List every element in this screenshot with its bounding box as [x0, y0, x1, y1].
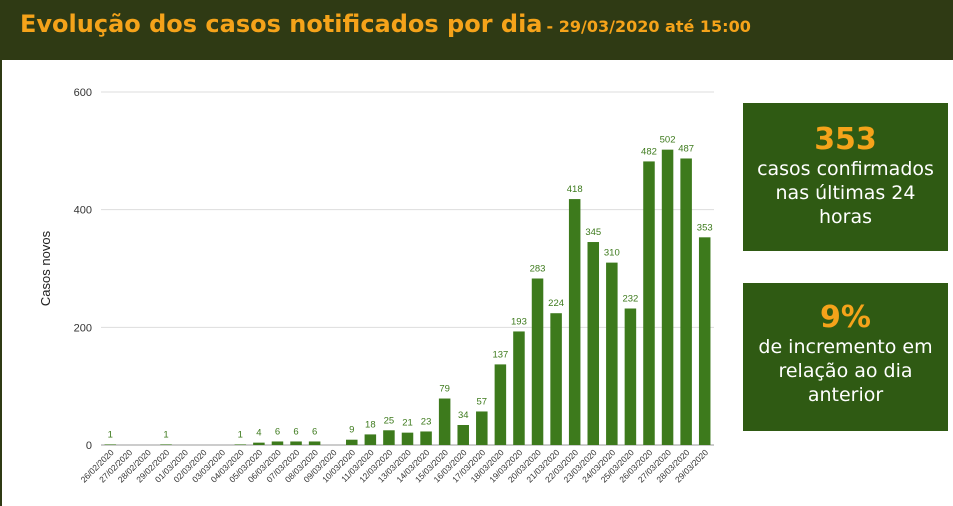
data-label: 487	[678, 143, 694, 154]
bar	[290, 441, 302, 445]
data-label: 482	[641, 146, 657, 157]
confirmed-cases-value: 353	[814, 122, 877, 157]
data-label: 502	[660, 135, 676, 146]
y-axis-label: Casos novos	[38, 230, 53, 306]
data-label: 23	[421, 416, 432, 427]
title-date: - 29/03/2020 até 15:00	[546, 17, 751, 36]
data-label: 353	[697, 222, 713, 233]
bar	[346, 439, 358, 445]
data-label: 6	[293, 426, 298, 437]
bar	[476, 411, 488, 445]
bar	[624, 308, 637, 445]
bar	[494, 364, 507, 445]
bar	[550, 313, 562, 445]
data-label: 57	[477, 396, 488, 407]
y-tick-label: 600	[74, 87, 92, 99]
increase-value: 9%	[820, 300, 871, 335]
bar	[661, 149, 674, 445]
data-label: 9	[349, 425, 354, 436]
title-text: Evolução dos casos notificados por dia	[20, 10, 543, 38]
bar	[568, 199, 581, 445]
left-border	[0, 60, 2, 506]
data-label: 6	[312, 426, 317, 437]
confirmed-cases-text: casos confirmados nas últimas 24 horas	[757, 158, 934, 228]
data-label: 79	[439, 384, 450, 395]
bar	[587, 242, 600, 445]
bar	[160, 444, 172, 445]
bar	[234, 444, 247, 445]
bar	[364, 434, 377, 445]
data-label: 1	[238, 429, 243, 440]
data-label: 1	[163, 429, 168, 440]
data-label: 18	[365, 419, 376, 430]
bar	[531, 278, 544, 445]
page-title: Evolução dos casos notificados por dia - …	[20, 10, 751, 38]
bar	[698, 237, 711, 445]
bar	[271, 441, 284, 445]
data-label: 1	[108, 429, 113, 440]
data-label: 345	[585, 227, 601, 238]
bar	[420, 431, 432, 445]
bar	[680, 158, 692, 445]
bar	[308, 441, 321, 445]
data-label: 25	[384, 415, 395, 426]
data-label: 224	[548, 298, 564, 309]
bar	[438, 398, 451, 445]
y-tick-label: 0	[86, 440, 92, 452]
y-tick-label: 400	[74, 205, 92, 217]
bar	[253, 442, 265, 445]
data-label: 283	[530, 264, 546, 275]
data-label: 4	[256, 428, 261, 439]
data-label: 418	[567, 184, 583, 195]
increase-card: 9% de incremento em relação ao dia anter…	[743, 283, 948, 431]
bar	[643, 161, 655, 445]
bar	[401, 432, 414, 445]
data-label: 232	[622, 294, 638, 305]
header-bar: Evolução dos casos notificados por dia - …	[0, 0, 953, 60]
data-label: 310	[604, 248, 620, 259]
bar	[104, 444, 117, 445]
increase-text: de incremento em relação ao dia anterior	[758, 336, 933, 406]
y-tick-label: 200	[74, 322, 92, 334]
bar	[513, 331, 525, 445]
data-label: 193	[511, 316, 527, 327]
bar	[606, 262, 618, 445]
data-label: 21	[402, 418, 413, 429]
bar	[457, 424, 469, 445]
bar	[383, 430, 395, 445]
confirmed-cases-card: 353 casos confirmados nas últimas 24 hor…	[743, 103, 948, 251]
data-label: 137	[492, 349, 508, 360]
data-label: 34	[458, 410, 469, 421]
data-label: 6	[275, 426, 280, 437]
